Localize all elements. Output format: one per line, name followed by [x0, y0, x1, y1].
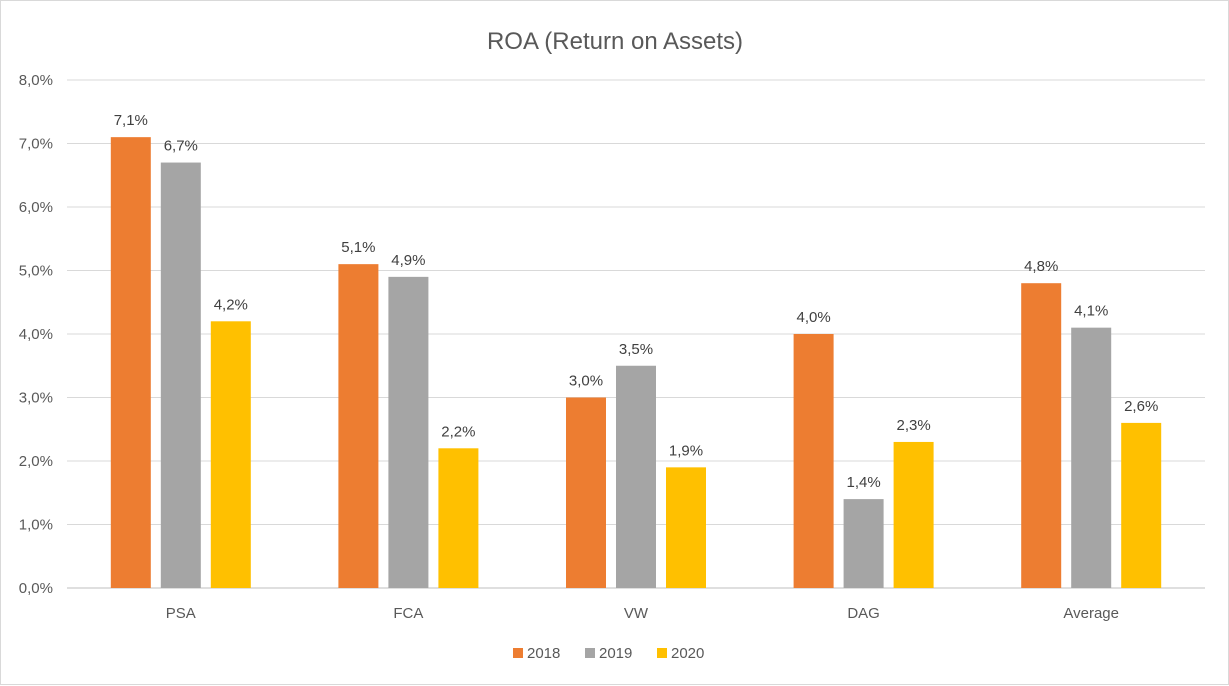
- data-label: 2,3%: [896, 417, 930, 434]
- bar-psa-2019: [160, 162, 201, 589]
- bar-average-2019: [1071, 327, 1112, 588]
- data-label: 4,9%: [391, 252, 425, 269]
- x-axis: PSA FCA VW DAG Average: [166, 605, 1119, 622]
- data-label: 7,1%: [114, 112, 148, 129]
- bar-fca-2019: [388, 276, 429, 588]
- x-category-label: DAG: [847, 605, 880, 622]
- y-tick-label: 8,0%: [19, 72, 53, 89]
- x-category-label: Average: [1063, 605, 1119, 622]
- bar-average-2020: [1121, 422, 1162, 588]
- legend-swatch: [513, 648, 523, 658]
- y-tick-label: 3,0%: [19, 390, 53, 407]
- bar-fca-2018: [338, 264, 379, 588]
- data-label: 2,2%: [441, 423, 475, 440]
- x-category-label: VW: [624, 605, 649, 622]
- chart-title: ROA (Return on Assets): [487, 28, 743, 55]
- y-tick-label: 5,0%: [19, 263, 53, 280]
- bar-vw-2018: [566, 397, 606, 588]
- x-category-label: PSA: [166, 605, 196, 622]
- data-label: 4,2%: [214, 296, 248, 313]
- y-axis: 0,0% 1,0% 2,0% 3,0% 4,0% 5,0% 6,0% 7,0% 8,0%: [19, 72, 53, 597]
- bar-vw-2020: [666, 467, 706, 588]
- data-label: 6,7%: [164, 138, 198, 155]
- y-tick-label: 0,0%: [19, 580, 53, 597]
- y-tick-label: 1,0%: [19, 517, 53, 534]
- legend-label: 2019: [599, 645, 632, 662]
- bar-psa-2018: [110, 137, 151, 588]
- y-tick-label: 6,0%: [19, 199, 53, 216]
- data-label: 4,0%: [796, 309, 830, 326]
- legend-label: 2020: [671, 645, 704, 662]
- data-label: 2,6%: [1124, 398, 1158, 415]
- bar-vw-2019: [616, 365, 656, 588]
- bar-average-2018: [1021, 283, 1062, 588]
- data-label: 4,8%: [1024, 258, 1058, 275]
- data-label: 5,1%: [341, 239, 375, 256]
- y-tick-label: 4,0%: [19, 326, 53, 343]
- bar-dag-2020: [893, 441, 934, 588]
- data-label: 4,1%: [1074, 303, 1108, 320]
- legend: 2018 2019 2020: [513, 645, 704, 662]
- y-tick-label: 7,0%: [19, 136, 53, 153]
- legend-swatch: [585, 648, 595, 658]
- bar-dag-2018: [793, 334, 834, 588]
- data-labels: 7,1% 6,7% 4,2% 5,1% 4,9% 2,2% 3,0% 3,5% 1,9% 4,0%…: [114, 112, 1159, 491]
- data-label: 3,5%: [619, 341, 653, 358]
- bar-dag-2019: [843, 499, 884, 588]
- data-label: 3,0%: [569, 373, 603, 390]
- x-category-label: FCA: [393, 605, 423, 622]
- data-label: 1,9%: [669, 442, 703, 459]
- y-tick-label: 2,0%: [19, 453, 53, 470]
- bar-psa-2020: [210, 321, 251, 588]
- bars: [110, 137, 1162, 589]
- data-label: 1,4%: [846, 474, 880, 491]
- bar-fca-2020: [438, 448, 479, 588]
- legend-label: 2018: [527, 645, 560, 662]
- gridlines: [67, 79, 1205, 589]
- legend-swatch: [657, 648, 667, 658]
